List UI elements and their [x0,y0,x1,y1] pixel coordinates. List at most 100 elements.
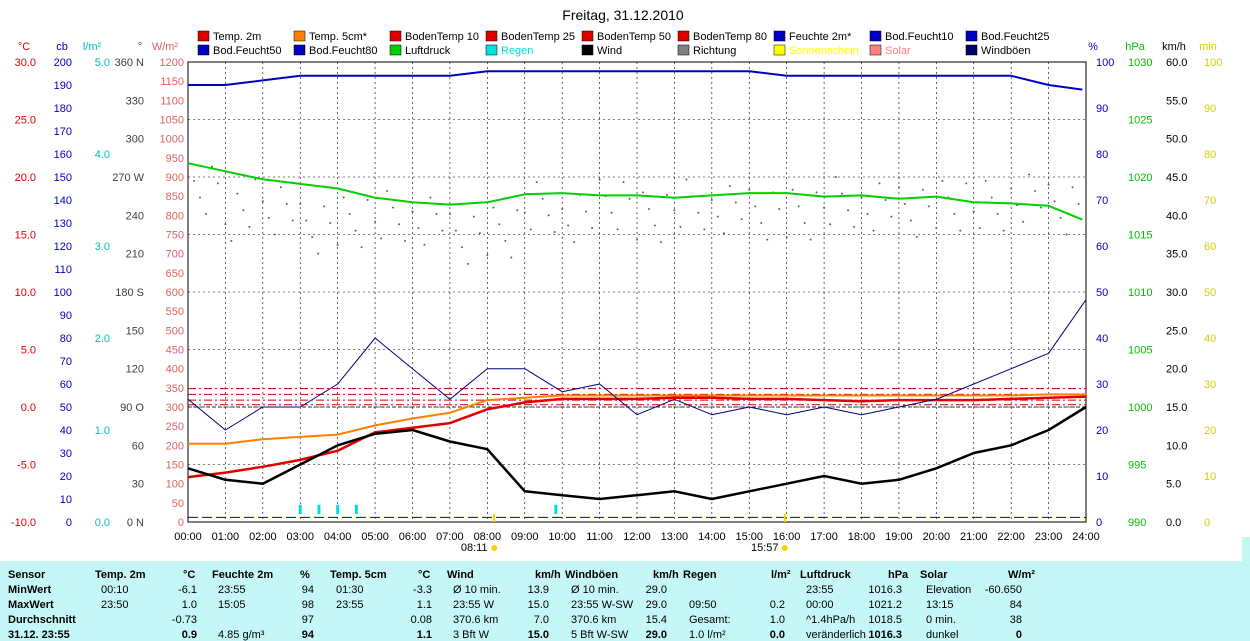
direction-point [411,210,414,213]
direction-point [685,178,688,181]
sunset-icon [781,545,788,551]
axis-tick-press: 1025 [1128,115,1152,127]
table-cell-value: -60.650 [984,584,1022,596]
axis-tick-cb: 120 [54,241,72,253]
table-unit: °C [418,569,431,581]
chart-title: Freitag, 31.12.2010 [562,7,684,23]
direction-point [978,227,981,230]
legend-label: Bod.Feucht25 [981,31,1050,43]
direction-point [760,222,763,224]
legend-swatch [293,44,306,56]
series-line [188,393,1086,445]
direction-point [242,209,245,212]
table-cell-value: 15.0 [527,599,549,611]
direction-point [561,207,564,210]
axis-tick-min: 60 [1204,241,1216,253]
legend-label: Solar [885,45,911,57]
direction-point [872,229,875,232]
axis-tick-min: 10 [1204,471,1216,483]
series-line [187,162,1083,221]
direction-point [722,232,725,235]
direction-point [809,238,812,241]
axis-tick-min: 20 [1204,425,1216,437]
direction-point [404,239,407,242]
axis-tick-min: 40 [1204,333,1216,345]
legend-swatch [197,44,210,56]
axis-tick-hum: 10 [1096,471,1108,483]
direction-point [972,210,975,213]
direction-point [305,219,308,222]
direction-point [785,236,788,239]
legend-swatch [485,44,498,56]
rain-bar [554,504,558,514]
axis-tick-wind: 30.0 [1166,287,1187,299]
axis-tick-solar: 1200 [160,57,184,69]
axis-tick-wind: 35.0 [1166,249,1187,261]
direction-point [921,188,924,191]
direction-point [791,188,794,191]
legend-swatch [773,30,786,42]
direction-point [279,186,282,189]
direction-point [374,220,377,223]
table-header: Windböen [565,569,619,581]
direction-point [360,246,363,249]
table-cell-label: 4.85 g/m³ [218,629,265,641]
table-cell-value: 1016.3 [868,629,902,641]
axis-tick-rain: 4.0 [95,149,110,161]
direction-point [890,215,893,218]
x-tick-label: 23:00 [1035,531,1063,543]
axis-tick-solar: 550 [166,306,184,318]
direction-point [1034,190,1037,193]
direction-point [665,193,668,196]
legend-swatch [965,44,978,56]
series-line [187,405,1087,501]
legend-swatch [965,30,978,42]
axis-tick-solar: 100 [166,479,184,491]
axis-tick-dir: 30 [132,479,144,491]
direction-point [710,199,713,201]
direction-point [823,206,826,209]
table-cell-label: MinWert [8,584,52,596]
table-cell-value: 1018.5 [868,614,902,626]
sunrise-label: 08:11 [461,542,488,554]
axis-tick-solar: 800 [166,210,184,222]
table-cell-label: 13:15 [926,599,954,611]
scrollbar[interactable] [1242,537,1250,641]
direction-point [254,178,257,181]
table-cell-label: veränderlich [806,629,866,641]
direction-point [435,213,438,216]
axis-tick-rain: 5.0 [95,57,110,69]
x-tick-label: 03:00 [286,531,314,543]
axis-tick-hum: 100 [1096,57,1114,69]
axis-tick-solar: 650 [166,268,184,280]
axis-tick-hum: 40 [1096,333,1108,345]
direction-point [778,207,781,210]
x-tick-label: 13:00 [661,531,689,543]
legend-swatch [581,30,594,42]
table-cell-label: Durchschnitt [8,614,76,626]
axis-tick-press: 1015 [1128,230,1152,242]
direction-point [1053,200,1056,203]
table-cell-value: 97 [301,614,314,626]
table-cell-label: 23:55 [218,584,246,596]
axis-tick-wind: 5.0 [1166,479,1181,491]
table-cell-label: 5 Bft W-SW [571,629,629,641]
direction-point [628,197,631,200]
legend-swatch [581,44,594,56]
direction-point [996,213,999,216]
table-cell-value: -6.1 [178,584,197,596]
x-tick-label: 02:00 [249,531,277,543]
axis-tick-dir: 330 [126,95,144,107]
x-tick-label: 05:00 [361,531,389,543]
legend-label: BodenTemp 10 [405,31,479,43]
direction-point [291,219,294,222]
axes: °C 30.0 25.0 20.0 15.0 10.0 5.0 0.0 -5.0 -10.0 cb 2… [11,41,1222,529]
direction-point [529,228,532,231]
legend-swatch [389,44,402,56]
table-cell-value: 94 [301,629,314,641]
axis-tick-solar: 450 [166,345,184,357]
direction-point [990,196,993,199]
axis-tick-temp: 20.0 [15,172,36,184]
axis-tick-rain: 1.0 [95,425,110,437]
direction-point [285,202,288,205]
